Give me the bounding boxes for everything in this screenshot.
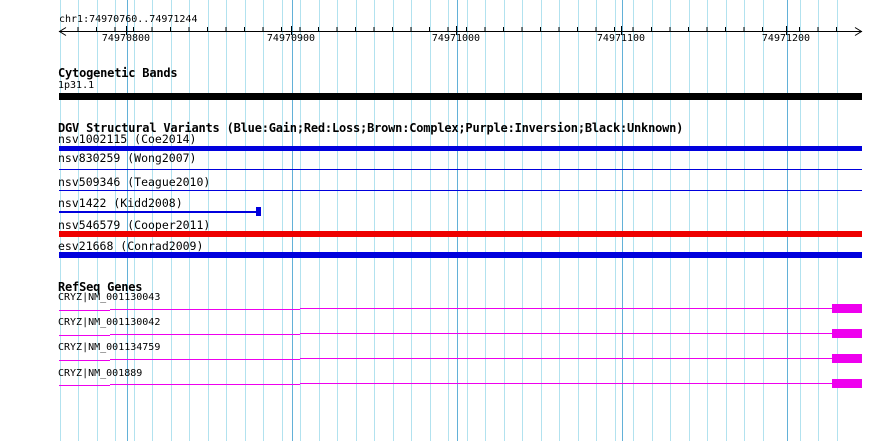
gene-intron-line[interactable]	[300, 333, 832, 334]
gridline-major	[456, 0, 458, 441]
track-title-refseq-genes: RefSeq Genes	[58, 280, 143, 294]
gridline-minor	[633, 0, 634, 441]
gridline-minor	[300, 0, 301, 441]
gene-exon-box[interactable]	[832, 354, 862, 363]
gene-label[interactable]: CRYZ|NM_001130042	[58, 317, 161, 328]
variant-label[interactable]: nsv546579 (Cooper2011)	[58, 218, 211, 232]
gridline-minor	[318, 0, 320, 441]
gene-intron-line[interactable]	[59, 360, 110, 361]
gridline-minor	[207, 0, 209, 441]
gridline-minor	[577, 0, 579, 441]
ruler-tick-label: 74971000	[431, 33, 481, 44]
gene-intron-line[interactable]	[300, 383, 832, 384]
gridline-minor	[503, 0, 505, 441]
gridline-minor	[189, 0, 190, 441]
gridline-minor	[226, 0, 227, 441]
gene-intron-line[interactable]	[110, 309, 300, 310]
gridline-minor	[818, 0, 819, 441]
variant-end-box[interactable]	[256, 207, 261, 216]
gridline-minor	[559, 0, 560, 441]
gene-label[interactable]: CRYZ|NM_001889	[58, 368, 143, 379]
gridline-minor	[485, 0, 486, 441]
variant-bar[interactable]	[59, 252, 862, 258]
variant-label[interactable]: nsv830259 (Wong2007)	[58, 151, 197, 165]
gridline-minor	[429, 0, 431, 441]
track-title-cytogenetic-bands: Cytogenetic Bands	[58, 66, 178, 80]
gene-exon-box[interactable]	[832, 304, 862, 313]
gridline-minor	[392, 0, 394, 441]
gridline-minor	[374, 0, 375, 441]
gene-intron-line[interactable]	[59, 385, 110, 386]
gridline-minor	[115, 0, 116, 441]
gene-intron-line[interactable]	[110, 334, 300, 335]
gridline-minor	[466, 0, 468, 441]
ruler-tick-label: 74971200	[761, 33, 811, 44]
gridline-minor	[281, 0, 283, 441]
gridline-major	[786, 0, 788, 441]
gridline-minor	[96, 0, 98, 441]
gridline-minor	[614, 0, 616, 441]
variant-bar[interactable]	[59, 146, 862, 151]
region-label: chr1:74970760..74971244	[59, 14, 198, 25]
gridline-major	[621, 0, 623, 441]
gridline-minor	[337, 0, 338, 441]
gridline-minor	[596, 0, 597, 441]
variant-line[interactable]	[59, 190, 862, 191]
gridline-minor	[522, 0, 523, 441]
gridline-minor	[355, 0, 357, 441]
cytoband-bar[interactable]	[59, 93, 862, 100]
gridline-minor	[448, 0, 449, 441]
gene-intron-line[interactable]	[300, 358, 832, 359]
gene-label[interactable]: CRYZ|NM_001130043	[58, 292, 161, 303]
gridline-major	[126, 0, 128, 441]
ruler-left-arrow-icon	[58, 27, 67, 36]
cytoband-label[interactable]: 1p31.1	[58, 80, 95, 91]
gene-exon-box[interactable]	[832, 379, 862, 388]
gene-exon-box[interactable]	[832, 329, 862, 338]
gridline-minor	[762, 0, 764, 441]
gene-intron-line[interactable]	[59, 335, 110, 336]
gene-intron-line[interactable]	[110, 384, 300, 385]
gene-label[interactable]: CRYZ|NM_001134759	[58, 342, 161, 353]
variant-label[interactable]: nsv1422 (Kidd2008)	[58, 196, 183, 210]
ruler-right-arrow-icon	[854, 27, 863, 36]
gridline-minor	[152, 0, 153, 441]
gridline-minor	[836, 0, 838, 441]
gridline-minor	[799, 0, 801, 441]
gene-intron-line[interactable]	[110, 359, 300, 360]
variant-bar[interactable]	[59, 231, 862, 237]
gridline-minor	[263, 0, 264, 441]
gridline-minor	[725, 0, 727, 441]
gridline-minor	[670, 0, 671, 441]
gridline-minor	[411, 0, 412, 441]
gridline-minor	[59, 0, 61, 441]
coordinate-ruler	[58, 26, 863, 36]
variant-label[interactable]: esv21668 (Conrad2009)	[58, 239, 204, 253]
gridline-minor	[651, 0, 653, 441]
gridline-minor	[133, 0, 135, 441]
variant-line[interactable]	[59, 211, 257, 213]
ruler-tick-label: 74970900	[266, 33, 316, 44]
track-title-dgv-structural-variants: DGV Structural Variants (Blue:Gain;Red:L…	[58, 121, 684, 135]
gridline-minor	[78, 0, 79, 441]
ruler-tick-label: 74971100	[596, 33, 646, 44]
variant-label[interactable]: nsv509346 (Teague2010)	[58, 175, 211, 189]
gridline-minor	[540, 0, 542, 441]
gridline-major	[291, 0, 293, 441]
ruler-tick-label: 74970800	[101, 33, 151, 44]
variant-line[interactable]	[59, 169, 862, 170]
variant-label[interactable]: nsv1002115 (Coe2014)	[58, 132, 197, 146]
gridline-minor	[244, 0, 246, 441]
gridline-minor	[688, 0, 690, 441]
gene-intron-line[interactable]	[59, 310, 110, 311]
gridline-minor	[170, 0, 172, 441]
gridline-minor	[707, 0, 708, 441]
gridline-minor	[744, 0, 745, 441]
gene-intron-line[interactable]	[300, 308, 832, 309]
